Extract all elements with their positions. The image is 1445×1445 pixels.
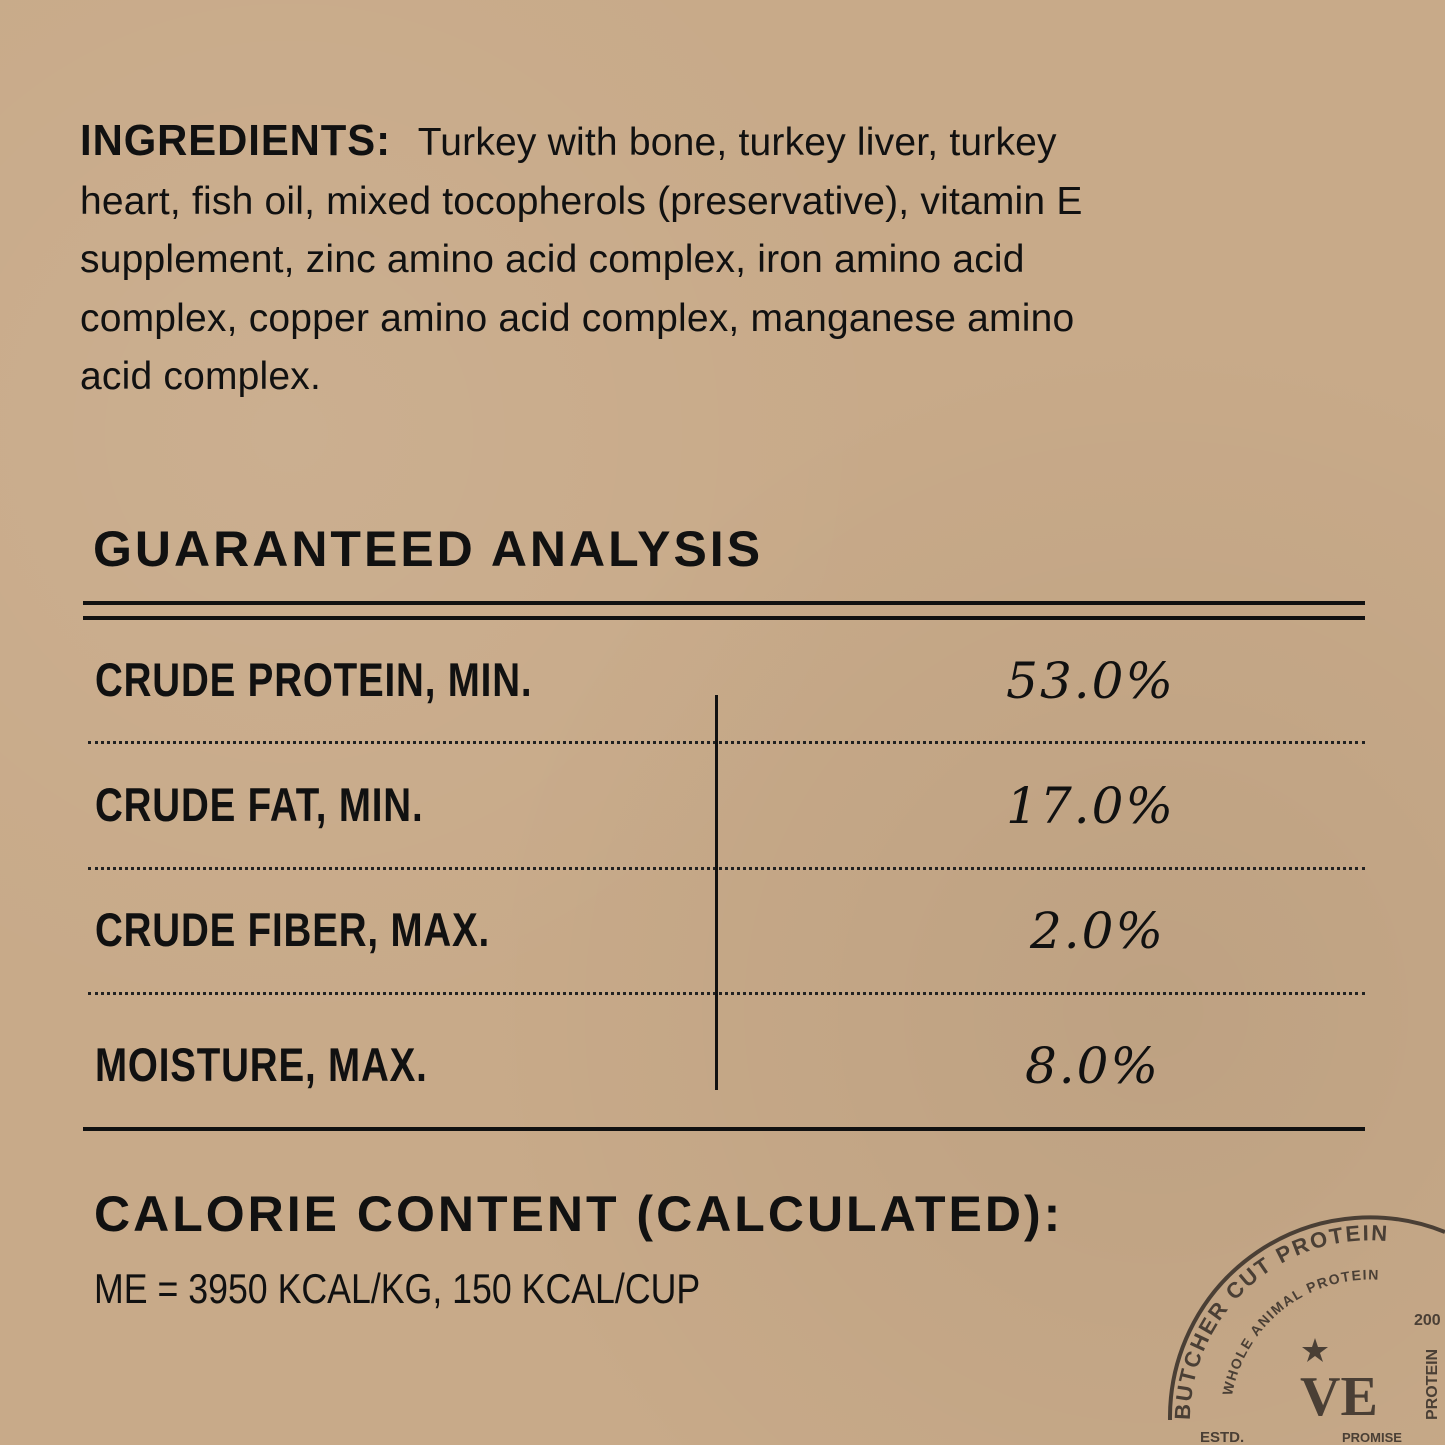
calorie-title: CALORIE CONTENT (CALCULATED):	[94, 1186, 1064, 1242]
analysis-row-value: 53.0%	[1006, 652, 1175, 710]
ingredients-text: Turkey with bone, turkey liver, turkey	[407, 121, 1057, 164]
ingredients-section: INGREDIENTS: Turkey with bone, turkey li…	[80, 112, 1320, 407]
analysis-row-value: 17.0%	[1006, 777, 1175, 835]
divider	[83, 1127, 1365, 1131]
star-icon	[1302, 1338, 1328, 1362]
analysis-row-value: 8.0%	[1024, 1037, 1160, 1095]
divider	[83, 616, 1365, 620]
stamp-estd: ESTD.	[1200, 1429, 1244, 1445]
ingredients-line: heart, fish oil, mixed tocopherols (pres…	[80, 179, 1083, 223]
analysis-row-label: CRUDE PROTEIN, MIN.	[95, 653, 533, 706]
brand-stamp-logo: BUTCHER CUT PROTEIN WHOLE ANIMAL PROTEIN…	[1167, 1215, 1445, 1445]
divider	[83, 601, 1365, 605]
dotted-divider	[88, 741, 1365, 744]
dotted-divider	[88, 867, 1365, 870]
analysis-row-label: MOISTURE, MAX.	[95, 1038, 428, 1091]
calorie-value: ME = 3950 KCAL/KG, 150 KCAL/CUP	[94, 1265, 701, 1312]
analysis-row-value: 2.0%	[1029, 902, 1165, 960]
stamp-year: 200	[1414, 1312, 1441, 1329]
ingredients-label: INGREDIENTS:	[80, 116, 391, 165]
analysis-row-label: CRUDE FAT, MIN.	[95, 778, 424, 831]
column-divider	[715, 695, 718, 1090]
ingredients-line: INGREDIENTS: Turkey with bone, turkey li…	[80, 112, 1320, 173]
stamp-monogram: VE	[1300, 1366, 1378, 1428]
ingredients-line: acid complex.	[80, 355, 322, 398]
stamp-ring	[1167, 1215, 1445, 1421]
stamp-right-text-2: PROTEIN	[1424, 1349, 1441, 1420]
analysis-row-label: CRUDE FIBER, MAX.	[95, 903, 491, 956]
ingredients-line: complex, copper amino acid complex, mang…	[80, 296, 1075, 340]
ingredients-line: supplement, zinc amino acid complex, iro…	[80, 238, 1025, 281]
analysis-title: GUARANTEED ANALYSIS	[93, 521, 764, 577]
stamp-right-text: PROMISE	[1342, 1430, 1402, 1445]
dotted-divider	[88, 992, 1365, 995]
